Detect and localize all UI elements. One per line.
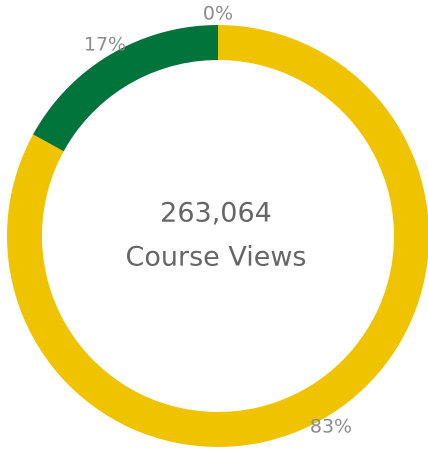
slice-label: 17% [84, 33, 126, 55]
slice-label: 0% [203, 3, 233, 25]
donut [7, 25, 428, 447]
slice [33, 25, 218, 152]
center-value: 263,064 [160, 198, 272, 229]
center-text: Course Views [126, 242, 307, 273]
slice-label: 83% [310, 416, 352, 438]
